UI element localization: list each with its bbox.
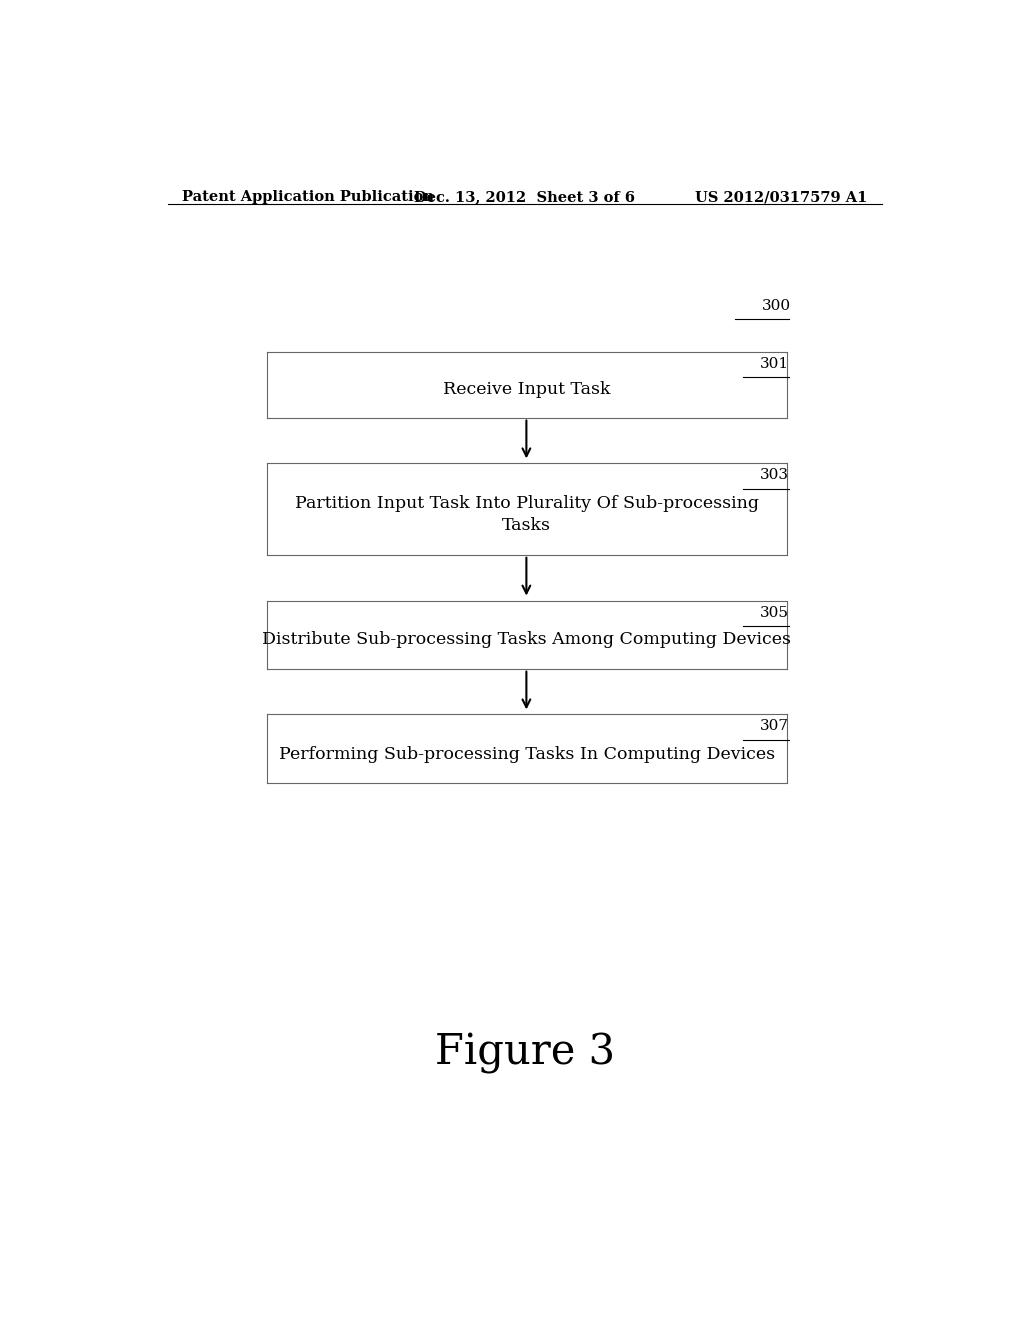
Text: 307: 307 <box>760 719 790 734</box>
Text: Patent Application Publication: Patent Application Publication <box>182 190 434 205</box>
Text: 300: 300 <box>762 298 791 313</box>
Text: Performing Sub-processing Tasks In Computing Devices: Performing Sub-processing Tasks In Compu… <box>279 746 775 763</box>
Text: Distribute Sub-processing Tasks Among Computing Devices: Distribute Sub-processing Tasks Among Co… <box>262 631 792 648</box>
Text: Figure 3: Figure 3 <box>435 1032 614 1074</box>
Text: US 2012/0317579 A1: US 2012/0317579 A1 <box>695 190 867 205</box>
Text: Dec. 13, 2012  Sheet 3 of 6: Dec. 13, 2012 Sheet 3 of 6 <box>415 190 635 205</box>
Text: Receive Input Task: Receive Input Task <box>443 381 610 399</box>
Text: 301: 301 <box>760 356 790 371</box>
Text: 305: 305 <box>760 606 790 619</box>
Text: Partition Input Task Into Plurality Of Sub-processing
Tasks: Partition Input Task Into Plurality Of S… <box>295 495 759 533</box>
Text: 303: 303 <box>760 469 790 482</box>
